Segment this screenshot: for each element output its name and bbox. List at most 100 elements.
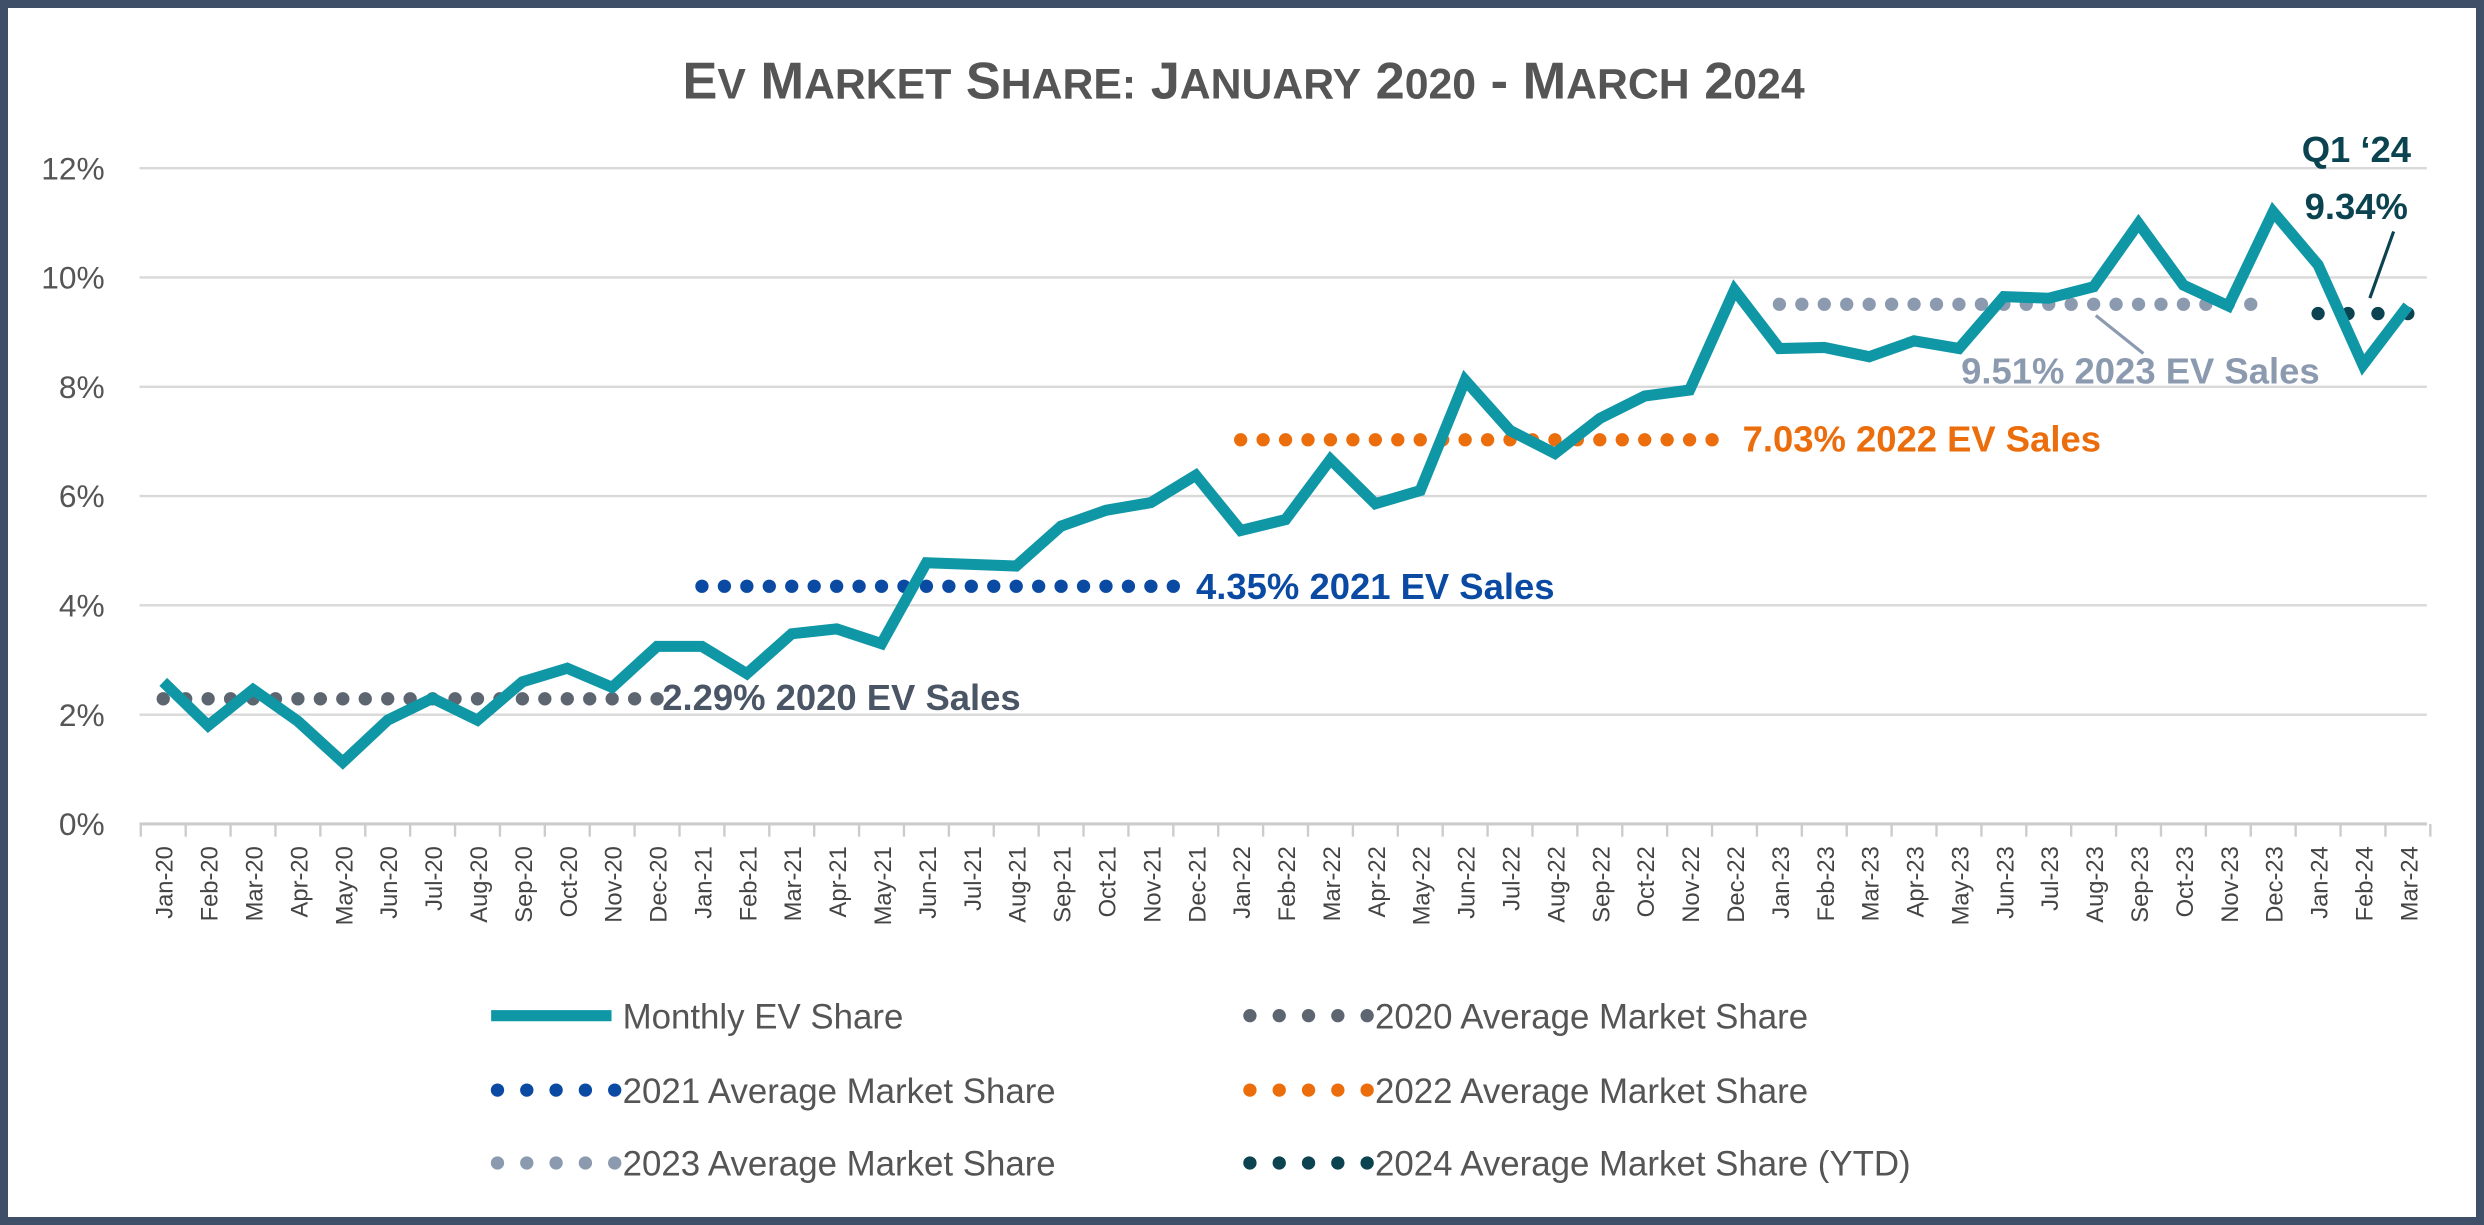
x-tick-label: Sep-22 <box>1588 846 1615 923</box>
x-tick-label: Oct-22 <box>1633 846 1660 917</box>
x-tick-label: Sep-20 <box>511 846 538 923</box>
x-tick-label: Dec-22 <box>1723 846 1750 923</box>
legend-swatch-dot <box>549 1156 563 1170</box>
legend-swatch-dot <box>490 1083 505 1097</box>
x-tick-label: Jul-21 <box>960 846 987 911</box>
legend-swatch-dot <box>549 1083 563 1097</box>
ev-market-share-chart: EV MARKET SHARE: JANUARY 2020 - MARCH 20… <box>41 52 2432 1184</box>
average-dot-2023 <box>1952 297 1966 311</box>
x-tick-label: Dec-21 <box>1184 846 1211 923</box>
x-tick-label: Jul-22 <box>1499 846 1526 911</box>
legend-swatch-dot <box>520 1083 534 1097</box>
average-dot-2020 <box>583 692 597 706</box>
x-tick-label: Jun-21 <box>915 846 942 919</box>
average-dot-2021 <box>829 579 844 593</box>
average-dot-2023 <box>1884 297 1899 311</box>
legend-swatch-dot <box>578 1083 593 1097</box>
average-dot-2022 <box>1391 433 1405 447</box>
legend-swatch-dot <box>1243 1008 1257 1023</box>
x-tick-label: Aug-20 <box>466 846 493 923</box>
monthly-ev-share-line <box>159 201 2413 770</box>
legend-swatch-dot <box>1272 1083 1286 1097</box>
x-tick-label: Mar-24 <box>2396 846 2423 921</box>
average-dot-2020 <box>358 692 372 706</box>
average-dot-2021 <box>1076 579 1091 593</box>
average-dot-2021 <box>807 579 821 593</box>
y-tick-label: 4% <box>59 587 105 623</box>
average-dot-2023 <box>2154 297 2168 311</box>
x-tick-label: May-21 <box>870 846 897 925</box>
x-tick-label: Aug-23 <box>2082 846 2109 923</box>
average-dot-2021 <box>762 579 776 593</box>
average-dot-2023 <box>1817 297 1831 311</box>
average-dot-2020 <box>627 692 642 706</box>
y-tick-label: 6% <box>59 478 105 514</box>
x-tick-label: Jan-21 <box>690 846 717 919</box>
average-dot-2022 <box>1301 433 1315 447</box>
x-tick-label: Nov-23 <box>2217 846 2244 923</box>
x-tick-label: Mar-21 <box>780 846 807 921</box>
average-dot-2022 <box>1593 433 1607 447</box>
legend-swatch-dot <box>1301 1083 1316 1097</box>
y-tick-label: 0% <box>59 806 105 842</box>
average-dot-2024 <box>2311 306 2325 321</box>
x-tick-label: Jan-23 <box>1768 846 1795 919</box>
average-dot-2021 <box>964 579 978 593</box>
legend-swatch-dot <box>1331 1156 1345 1170</box>
legend-swatch-dot <box>1301 1156 1316 1170</box>
average-dot-2020 <box>336 692 350 706</box>
x-tick-label: Jun-20 <box>376 846 403 919</box>
average-dot-2020 <box>560 692 574 706</box>
average-dot-2021 <box>1054 579 1068 593</box>
x-tick-label: Mar-22 <box>1319 846 1346 921</box>
legend-label: 2021 Average Market Share <box>623 1072 1056 1111</box>
average-dot-2021 <box>919 579 934 593</box>
avg-label-2020: 2.29% 2020 EV Sales <box>662 677 1020 718</box>
average-dot-2021 <box>785 579 799 593</box>
legend-swatch-dot <box>608 1083 622 1097</box>
legend-swatch-dot <box>608 1156 622 1170</box>
average-dot-2023 <box>2176 297 2191 311</box>
average-dot-2023 <box>1795 297 1809 311</box>
x-tick-label: Feb-23 <box>1813 846 1840 921</box>
x-tick-label: Oct-21 <box>1094 846 1121 917</box>
x-tick-label: Feb-20 <box>197 846 224 921</box>
y-tick-label: 10% <box>41 260 104 296</box>
x-tick-label: Mar-23 <box>1858 846 1885 921</box>
legend-swatch-dot <box>1272 1156 1286 1170</box>
x-tick-label: Apr-21 <box>825 846 852 917</box>
average-dot-2023 <box>2064 297 2078 311</box>
x-tick-label: Apr-20 <box>286 846 313 917</box>
average-dot-2022 <box>1413 433 1427 447</box>
legend-label: Monthly EV Share <box>623 997 904 1036</box>
avg-label-2024-period: Q1 ‘24 <box>2302 129 2412 170</box>
legend-swatch-dot <box>1243 1156 1257 1170</box>
legend-swatch-dot <box>1331 1083 1345 1097</box>
average-dot-2020 <box>313 692 328 706</box>
legend-label: 2023 Average Market Share <box>623 1145 1056 1184</box>
average-dot-2023 <box>1974 297 1989 311</box>
average-dot-2022 <box>1234 433 1248 447</box>
legend-label: 2022 Average Market Share <box>1375 1072 1808 1111</box>
chart-title: EV MARKET SHARE: JANUARY 2020 - MARCH 20… <box>683 52 1805 110</box>
average-dot-2021 <box>1121 579 1136 593</box>
average-dot-2021 <box>695 579 709 593</box>
x-tick-label: Feb-21 <box>735 846 762 921</box>
average-dot-2023 <box>2086 297 2101 311</box>
legend-swatch-dot <box>520 1156 534 1170</box>
legend-label: 2024 Average Market Share (YTD) <box>1375 1145 1911 1184</box>
average-dot-2020 <box>291 692 305 706</box>
x-tick-label: Sep-21 <box>1050 846 1077 923</box>
legend-swatch-dot <box>1272 1008 1286 1023</box>
average-dot-2022 <box>1278 433 1293 447</box>
x-tick-label: Jan-24 <box>2307 846 2334 919</box>
x-tick-label: May-23 <box>1947 846 1974 925</box>
x-tick-label: Nov-21 <box>1139 846 1166 923</box>
legend-swatch-dot <box>1243 1083 1257 1097</box>
x-tick-label: Sep-23 <box>2127 846 2154 923</box>
avg-label-2021: 4.35% 2021 EV Sales <box>1196 566 1554 607</box>
average-dot-2021 <box>852 579 866 593</box>
average-dot-2023 <box>2109 297 2123 311</box>
average-dot-2024 <box>2371 306 2385 321</box>
x-tick-label: Apr-23 <box>1903 846 1930 917</box>
